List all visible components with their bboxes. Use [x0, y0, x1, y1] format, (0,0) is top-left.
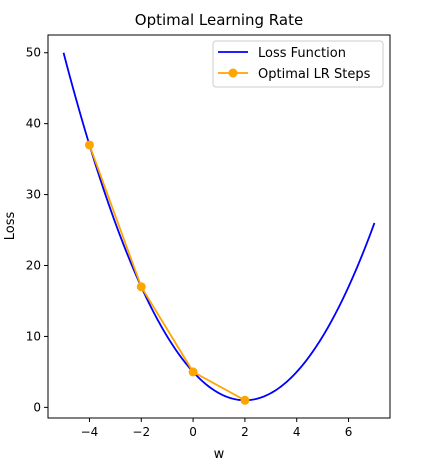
y-axis: 0 10 20 30 40 50	[26, 46, 48, 414]
series-line-optimal-lr-steps	[88, 144, 246, 402]
x-tick-label: 0	[189, 425, 197, 439]
x-tick-label: 6	[345, 425, 353, 439]
legend-label-loss-function: Loss Function	[258, 46, 346, 61]
y-tick-label: 40	[26, 117, 41, 131]
x-tick-label: 2	[241, 425, 249, 439]
legend-label-optimal-lr-steps: Optimal LR Steps	[258, 67, 371, 82]
legend: Loss Function Optimal LR Steps	[212, 40, 384, 88]
plot-series-group	[62, 52, 376, 405]
x-axis-label: w	[214, 447, 225, 462]
y-tick-label: 30	[26, 188, 41, 202]
legend-marker-optimal-lr-steps	[228, 68, 238, 78]
y-tick-label: 0	[33, 400, 41, 414]
y-tick-label: 10	[26, 329, 41, 343]
x-tick-label: 4	[293, 425, 301, 439]
y-tick-label: 50	[26, 46, 41, 60]
chart-title: Optimal Learning Rate	[135, 11, 303, 29]
data-point-optimal-lr-steps	[84, 140, 94, 150]
y-axis-label: Loss	[3, 212, 18, 241]
series-line-loss-function	[62, 52, 376, 402]
legend-box	[212, 40, 384, 88]
data-point-optimal-lr-steps	[188, 367, 198, 377]
x-tick-label: −2	[132, 425, 150, 439]
x-tick-label: −4	[81, 425, 99, 439]
data-point-optimal-lr-steps	[240, 395, 250, 405]
x-axis: −4 −2 0 2 4 6	[81, 418, 353, 439]
data-point-optimal-lr-steps	[136, 282, 146, 292]
plot-frame	[47, 34, 391, 419]
y-tick-label: 20	[26, 259, 41, 273]
